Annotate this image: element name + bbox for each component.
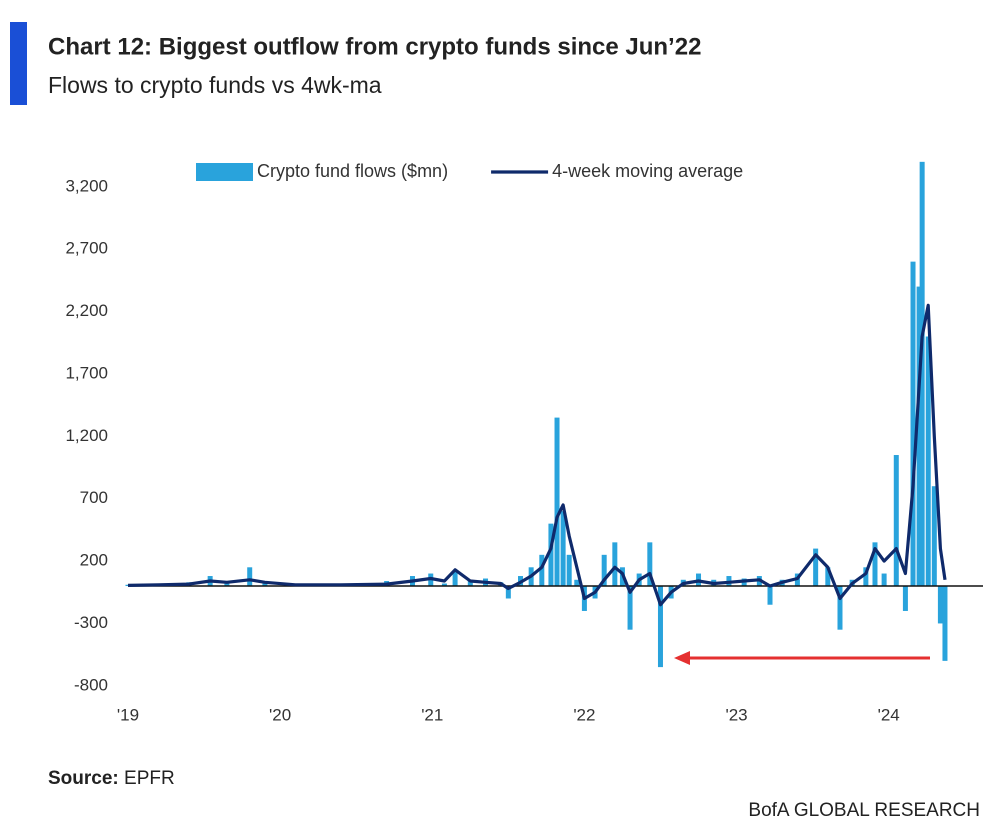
- flow-bar: [262, 583, 268, 587]
- y-tick-label: 2,200: [65, 301, 108, 320]
- flow-bar: [247, 567, 253, 587]
- y-tick-label: 1,200: [65, 426, 108, 445]
- x-tick-label: '22: [573, 705, 595, 724]
- x-tick-label: '24: [878, 705, 900, 724]
- flow-bar: [910, 261, 916, 587]
- flow-bar: [916, 286, 922, 587]
- flow-bar: [919, 161, 925, 587]
- legend-swatch: [196, 163, 253, 181]
- y-tick-label: -300: [74, 613, 108, 632]
- flow-bar: [937, 586, 943, 624]
- legend-label: Crypto fund flows ($mn): [257, 161, 448, 181]
- source-value: EPFR: [124, 768, 175, 789]
- y-tick-label: 1,700: [65, 363, 108, 382]
- flow-bar: [902, 586, 908, 611]
- flow-bar: [837, 586, 843, 630]
- x-tick-label: '19: [117, 705, 139, 724]
- chart-title: Chart 12: Biggest outflow from crypto fu…: [48, 33, 701, 60]
- flow-bar: [825, 567, 831, 587]
- y-tick-label: 3,200: [65, 176, 108, 195]
- y-tick-label: 700: [80, 488, 108, 507]
- flow-bar: [566, 554, 572, 587]
- flow-bar: [767, 586, 773, 605]
- flow-bar: [893, 455, 899, 587]
- flow-bar: [224, 582, 230, 587]
- flow-bar: [657, 586, 663, 668]
- flow-bar: [881, 573, 887, 587]
- annotation-arrowhead: [674, 651, 690, 665]
- y-tick-label: 2,700: [65, 239, 108, 258]
- flow-bar: [574, 579, 580, 587]
- flow-bar: [539, 554, 545, 587]
- source: Source: EPFR: [48, 768, 175, 789]
- flow-bar: [441, 583, 447, 587]
- flow-bar: [548, 523, 554, 587]
- flow-bar: [560, 511, 566, 587]
- flow-bar: [452, 571, 458, 587]
- flow-bar: [647, 542, 653, 587]
- flow-bar: [931, 486, 937, 587]
- flow-bar: [872, 542, 878, 587]
- x-tick-label: '21: [421, 705, 443, 724]
- moving-average-line: [127, 303, 947, 607]
- flow-bar: [612, 542, 618, 587]
- brand: BofA GLOBAL RESEARCH: [748, 800, 980, 821]
- y-tick-label: 200: [80, 551, 108, 570]
- legend-label: 4-week moving average: [552, 161, 743, 181]
- x-tick-label: '23: [725, 705, 747, 724]
- plot-area: -800 -300 200 700 1,200 1,700 2,200 2,700 3,200 '…: [65, 161, 983, 724]
- flow-bar: [627, 586, 633, 630]
- x-tick-label: '20: [269, 705, 291, 724]
- flow-bar: [467, 581, 473, 587]
- title-accent: [10, 22, 27, 105]
- flow-bar: [925, 336, 931, 587]
- flow-bar: [813, 548, 819, 587]
- flow-bar: [942, 586, 948, 661]
- flow-bar: [505, 586, 511, 599]
- source-label: Source:: [48, 768, 119, 789]
- flow-bar: [554, 417, 560, 587]
- flow-bar: [863, 567, 869, 587]
- flow-bar: [601, 554, 607, 587]
- y-tick-label: -800: [74, 675, 108, 694]
- chart-subtitle: Flows to crypto funds vs 4wk-ma: [48, 72, 382, 98]
